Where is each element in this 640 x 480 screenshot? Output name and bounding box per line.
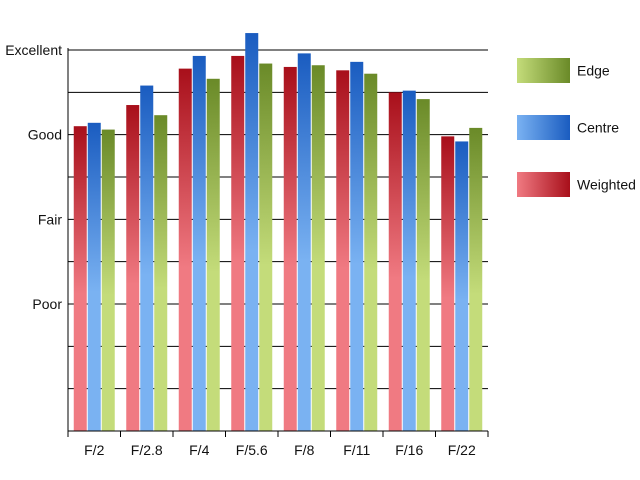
legend-label-weighted: Weighted <box>577 177 636 193</box>
bar-centre-f-16 <box>402 90 416 431</box>
x-tick-label-f-22: F/22 <box>448 442 476 458</box>
legend: Edge Centre Weighted <box>517 58 636 197</box>
bar-weighted-f-8 <box>283 66 297 431</box>
bar-edge-f-2 <box>101 129 115 431</box>
bar-edge-f-4 <box>206 78 220 431</box>
bar-centre-f-4 <box>192 55 206 431</box>
y-tick-label-poor: Poor <box>32 296 62 312</box>
x-tick-label-f-2-8: F/2.8 <box>131 442 163 458</box>
bar-centre-f-11 <box>350 61 364 431</box>
bar-edge-f-22 <box>469 127 483 431</box>
bar-centre-f-8 <box>297 53 311 432</box>
bar-edge-f-11 <box>364 73 378 431</box>
x-tick-label-f-5-6: F/5.6 <box>236 442 268 458</box>
bar-centre-f-2-8 <box>140 85 154 431</box>
x-tick-label-f-4: F/4 <box>189 442 209 458</box>
bar-weighted-f-22 <box>441 136 455 432</box>
bars <box>73 33 483 432</box>
x-tick-label-f-11: F/11 <box>343 442 370 458</box>
legend-label-edge: Edge <box>577 63 610 79</box>
y-axis-labels: Poor Fair Good Excellent <box>5 42 62 312</box>
bar-weighted-f-11 <box>336 70 350 431</box>
x-tick-label-f-8: F/8 <box>294 442 314 458</box>
y-tick-label-fair: Fair <box>38 211 62 227</box>
legend-swatch-weighted <box>517 172 570 197</box>
y-tick-label-good: Good <box>28 127 62 143</box>
bar-weighted-f-16 <box>388 92 402 431</box>
legend-swatch-edge <box>517 58 570 83</box>
legend-label-centre: Centre <box>577 120 619 136</box>
x-tick-label-f-2: F/2 <box>84 442 104 458</box>
y-tick-label-excellent: Excellent <box>5 42 62 58</box>
bar-weighted-f-4 <box>178 68 192 432</box>
bar-edge-f-2-8 <box>154 115 168 432</box>
axes <box>67 48 489 437</box>
bar-edge-f-16 <box>416 99 430 432</box>
bar-centre-f-5-6 <box>245 33 259 432</box>
bar-weighted-f-2 <box>73 126 87 431</box>
x-axis-labels: F/2 F/2.8 F/4 F/5.6 F/8 F/11 F/16 F/22 <box>84 442 476 458</box>
bar-weighted-f-2-8 <box>126 105 140 432</box>
bar-edge-f-8 <box>311 65 325 432</box>
bar-edge-f-5-6 <box>259 63 273 432</box>
bar-centre-f-2 <box>87 122 101 432</box>
bar-centre-f-22 <box>455 141 469 431</box>
bar-weighted-f-5-6 <box>231 55 245 431</box>
x-tick-label-f-16: F/16 <box>395 442 423 458</box>
legend-swatch-centre <box>517 115 570 140</box>
